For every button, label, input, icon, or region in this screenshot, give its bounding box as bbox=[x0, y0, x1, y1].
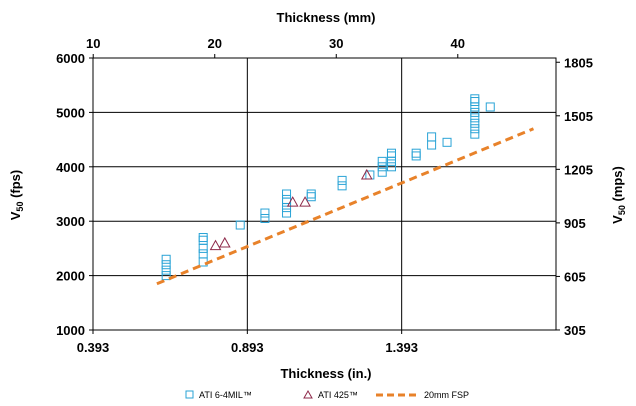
y-tick-label: 1000 bbox=[56, 323, 85, 338]
data-point-square bbox=[377, 167, 387, 177]
data-point-square bbox=[306, 189, 316, 199]
grid-layer bbox=[92, 57, 556, 331]
left-axis-title-sub: 50 bbox=[15, 202, 25, 212]
data-point-square bbox=[282, 208, 292, 218]
right-axis-title-rest: (mps) bbox=[610, 166, 625, 205]
data-point-square bbox=[260, 213, 270, 223]
data-point-square bbox=[260, 208, 270, 218]
y2-tick-label: 1205 bbox=[564, 162, 593, 177]
y2-tick-label: 1805 bbox=[564, 55, 593, 70]
legend-item-1: ATI 425™ bbox=[303, 389, 358, 400]
data-point-square bbox=[470, 107, 480, 117]
legend: ATI 6-4MIL™ ATI 425™ 20mm FSP bbox=[185, 389, 469, 400]
data-point-square bbox=[161, 260, 171, 270]
data-point-triangle bbox=[209, 239, 222, 251]
data-point-triangle bbox=[299, 196, 311, 207]
data-point-square bbox=[377, 156, 387, 166]
bottom-axis-title: Thickness (in.) bbox=[280, 366, 371, 381]
y-tick-label: 5000 bbox=[56, 105, 85, 120]
data-point-square bbox=[470, 124, 480, 134]
y2-tick-label: 1505 bbox=[564, 109, 593, 124]
x2-tick-label: 40 bbox=[451, 36, 465, 51]
data-point-square bbox=[442, 137, 452, 147]
right-axis-title-main: V bbox=[610, 215, 625, 224]
x-tick-label: 0.893 bbox=[231, 340, 264, 355]
legend-label-0: ATI 6-4MIL™ bbox=[199, 390, 252, 400]
data-point-square bbox=[337, 175, 347, 185]
y-tick-label: 2000 bbox=[56, 269, 85, 284]
legend-marker-square bbox=[185, 390, 194, 399]
fsp-trend-line bbox=[156, 127, 535, 286]
y2-tick-label: 905 bbox=[564, 216, 586, 231]
y-tick-label: 6000 bbox=[56, 51, 85, 66]
legend-label-2: 20mm FSP bbox=[424, 390, 469, 400]
data-point-square bbox=[427, 132, 437, 142]
x2-tick-label: 20 bbox=[208, 36, 222, 51]
data-point-square bbox=[337, 181, 347, 191]
data-point-square bbox=[470, 113, 480, 123]
right-axis-title-sub: 50 bbox=[617, 205, 627, 215]
data-point-square bbox=[198, 233, 208, 243]
legend-label-1: ATI 425™ bbox=[318, 390, 358, 400]
data-point-square bbox=[386, 162, 396, 172]
data-point-square bbox=[485, 102, 495, 112]
data-point-square bbox=[377, 162, 387, 172]
data-point-square bbox=[411, 148, 421, 158]
data-point-square bbox=[470, 94, 480, 104]
data-point-square bbox=[161, 271, 171, 281]
data-point-triangle bbox=[360, 168, 373, 180]
data-point-square bbox=[235, 220, 245, 230]
right-axis-title: V50 (mps) bbox=[610, 166, 627, 224]
y2-tick-label: 305 bbox=[564, 323, 586, 338]
data-point-square bbox=[282, 189, 292, 199]
data-point-square bbox=[282, 194, 292, 204]
data-point-square bbox=[161, 265, 171, 275]
data-point-square bbox=[427, 140, 437, 150]
axes-layer bbox=[89, 54, 560, 334]
marks-layer bbox=[156, 94, 535, 286]
plot-frame bbox=[92, 57, 557, 331]
data-point-square bbox=[198, 249, 208, 259]
data-point-square bbox=[161, 254, 171, 264]
x2-tick-label: 10 bbox=[86, 36, 100, 51]
legend-marker-triangle bbox=[303, 389, 313, 399]
y-tick-label: 4000 bbox=[56, 160, 85, 175]
legend-item-2: 20mm FSP bbox=[376, 390, 469, 400]
data-point-square bbox=[470, 118, 480, 128]
top-axis-title: Thickness (mm) bbox=[277, 10, 376, 25]
x-tick-label: 1.393 bbox=[385, 340, 418, 355]
tick-label-layer: 1000 2000 3000 4000 5000 6000 0.393 0.893 1.393 1… bbox=[56, 36, 593, 355]
left-axis-title-main: V bbox=[8, 211, 23, 220]
data-point-square bbox=[470, 129, 480, 139]
left-axis-title: V50 (fps) bbox=[8, 170, 25, 220]
data-point-square bbox=[198, 243, 208, 253]
y2-tick-label: 605 bbox=[564, 269, 586, 284]
data-point-square bbox=[386, 148, 396, 158]
x-tick-label: 0.393 bbox=[77, 340, 110, 355]
data-point-triangle bbox=[286, 196, 299, 207]
legend-item-0: ATI 6-4MIL™ bbox=[185, 390, 252, 400]
y-tick-label: 3000 bbox=[56, 214, 85, 229]
left-axis-title-rest: (fps) bbox=[8, 170, 23, 202]
data-point-triangle bbox=[218, 236, 231, 248]
x2-tick-label: 30 bbox=[329, 36, 343, 51]
